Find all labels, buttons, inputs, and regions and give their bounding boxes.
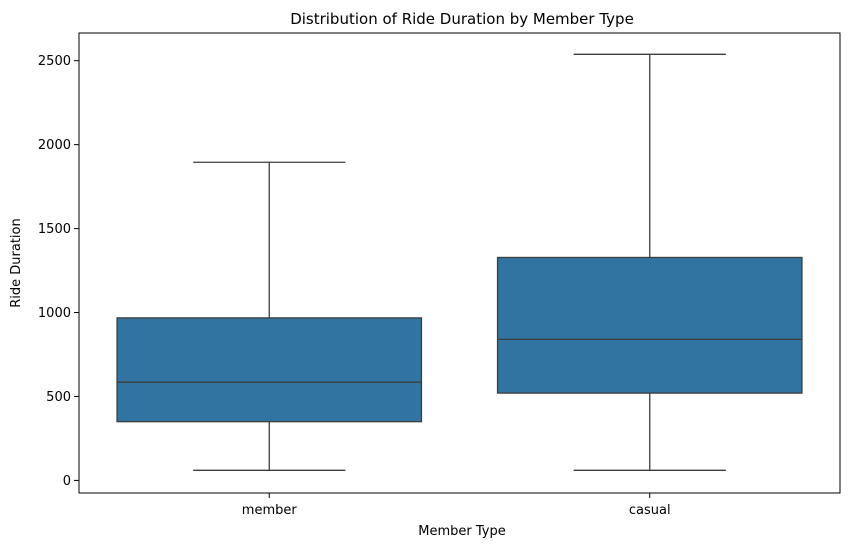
y-axis: 0 500 1000 1500 2000 2500 — [38, 54, 79, 489]
y-tick-label: 2500 — [38, 54, 71, 69]
y-tick-label: 1000 — [38, 306, 71, 321]
box-group-member — [116, 161, 423, 471]
y-tick-label: 1500 — [38, 222, 71, 237]
x-axis: member casual — [242, 493, 671, 518]
box-group-casual — [496, 53, 803, 471]
x-axis-label: Member Type — [418, 524, 505, 539]
y-tick-label: 500 — [46, 390, 71, 405]
iqr-box — [496, 256, 803, 394]
x-tick-label: casual — [629, 503, 671, 518]
x-tick-label: member — [242, 503, 298, 518]
iqr-box — [116, 317, 423, 423]
boxes — [116, 53, 803, 471]
y-tick-label: 0 — [63, 474, 71, 489]
chart-title: Distribution of Ride Duration by Member … — [290, 10, 634, 28]
plot-area-frame — [78, 32, 841, 494]
y-axis-label: Ride Duration — [9, 218, 24, 308]
y-tick-label: 2000 — [38, 138, 71, 153]
